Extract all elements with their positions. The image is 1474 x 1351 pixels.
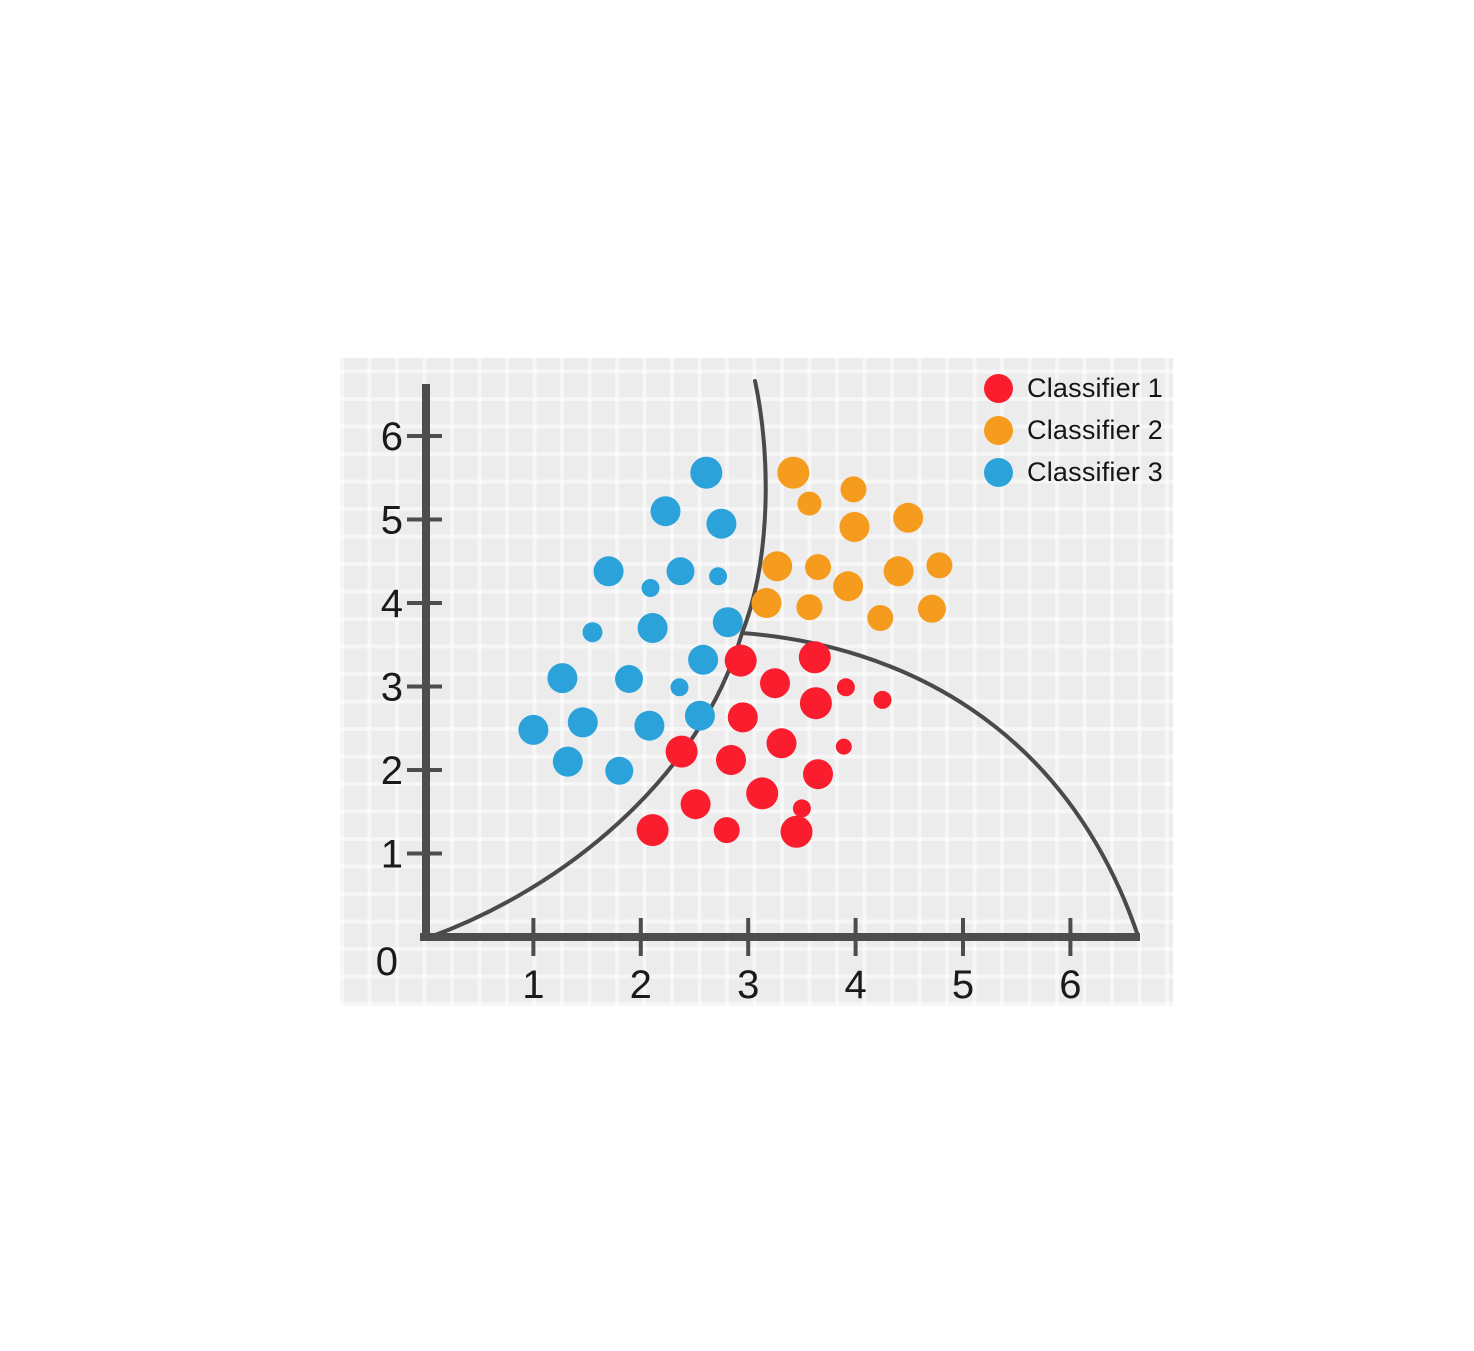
x-tick-label-3: 3: [737, 963, 759, 1007]
data-point-classifier-1: [803, 759, 833, 790]
legend: Classifier 1 Classifier 2 Classifier 3: [984, 372, 1163, 489]
data-point-classifier-2: [797, 491, 822, 516]
y-tick-label-4: 4: [381, 582, 403, 626]
data-point-classifier-3: [641, 579, 660, 597]
data-point-classifier-2: [917, 594, 946, 623]
data-point-classifier-3: [552, 746, 583, 777]
legend-label-classifier-1: Classifier 1: [1027, 373, 1163, 403]
plot-panel: [340, 358, 1173, 1006]
data-point-classifier-1: [873, 690, 892, 709]
decision-boundary-curve-2: [428, 631, 744, 939]
data-point-classifier-1: [799, 687, 832, 720]
y-tick-label-1: 1: [381, 833, 403, 877]
y-tick-label-2: 2: [381, 749, 403, 793]
data-point-classifier-3: [650, 496, 681, 527]
data-point-classifier-1: [724, 644, 757, 677]
data-point-classifier-3: [567, 707, 598, 738]
data-point-classifier-3: [690, 456, 723, 489]
data-point-classifier-1: [792, 799, 811, 818]
data-point-classifier-3: [634, 710, 665, 741]
data-point-classifier-2: [833, 571, 864, 602]
data-point-classifier-1: [746, 777, 779, 810]
legend-item-classifier-1: Classifier 1: [984, 372, 1163, 405]
data-point-classifier-3: [670, 678, 689, 697]
x-tick-label-2: 2: [630, 963, 652, 1007]
y-tick-label-6: 6: [381, 415, 403, 459]
data-point-classifier-2: [751, 588, 782, 618]
data-point-classifier-1: [665, 735, 698, 768]
data-point-classifier-1: [713, 817, 740, 844]
data-point-classifier-2: [805, 554, 831, 581]
data-point-classifier-3: [709, 567, 728, 586]
data-point-classifier-3: [688, 644, 719, 675]
origin-label: 0: [376, 940, 398, 984]
data-point-classifier-3: [712, 607, 743, 638]
x-tick-label-5: 5: [952, 963, 974, 1007]
legend-swatch-classifier-1-icon: [984, 374, 1013, 403]
data-point-classifier-3: [547, 663, 578, 694]
legend-swatch-classifier-3-icon: [984, 458, 1013, 487]
x-tick-label-6: 6: [1059, 963, 1081, 1007]
data-point-classifier-2: [926, 552, 953, 579]
legend-label-classifier-2: Classifier 2: [1027, 415, 1163, 445]
data-point-classifier-3: [666, 557, 695, 586]
legend-item-classifier-3: Classifier 3: [984, 456, 1163, 489]
data-point-classifier-1: [716, 745, 746, 775]
data-point-classifier-3: [706, 508, 737, 539]
data-point-classifier-2: [883, 556, 914, 587]
data-point-classifier-3: [518, 714, 549, 745]
data-point-classifier-2: [762, 551, 793, 582]
data-point-classifier-3: [582, 622, 603, 643]
data-point-classifier-1: [780, 815, 813, 848]
data-point-classifier-1: [636, 814, 669, 847]
x-tick-label-1: 1: [522, 963, 544, 1007]
data-point-classifier-2: [796, 594, 823, 621]
data-point-classifier-3: [637, 613, 668, 643]
legend-label-classifier-3: Classifier 3: [1027, 457, 1163, 487]
data-point-classifier-3: [615, 665, 643, 693]
data-point-classifier-2: [840, 476, 867, 503]
data-point-classifier-1: [727, 702, 758, 733]
data-point-classifier-1: [760, 668, 790, 699]
legend-item-classifier-2: Classifier 2: [984, 414, 1163, 447]
y-tick-label-3: 3: [381, 666, 403, 710]
decision-boundary-curve-3: [740, 631, 1139, 935]
data-point-classifier-3: [684, 700, 715, 731]
data-point-classifier-2: [867, 605, 894, 631]
legend-swatch-classifier-2-icon: [984, 416, 1013, 445]
data-point-classifier-1: [766, 728, 797, 759]
data-point-classifier-1: [680, 789, 711, 820]
data-point-classifier-3: [605, 756, 634, 785]
y-tick-label-5: 5: [381, 499, 403, 543]
data-point-classifier-1: [835, 738, 852, 755]
data-point-classifier-3: [593, 556, 624, 587]
data-point-classifier-2: [777, 456, 810, 489]
data-point-classifier-1: [836, 678, 855, 697]
data-point-classifier-2: [893, 502, 924, 533]
x-tick-label-4: 4: [844, 963, 866, 1007]
data-point-classifier-1: [798, 641, 831, 674]
data-point-classifier-2: [839, 512, 870, 542]
